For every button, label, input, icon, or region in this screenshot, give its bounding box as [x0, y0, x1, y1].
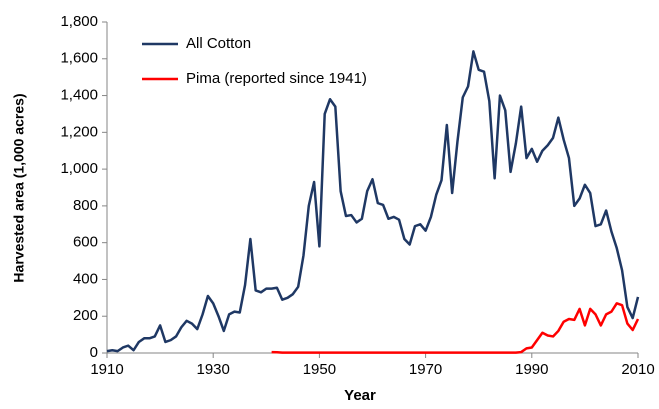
y-tick-label: 800	[73, 197, 98, 214]
y-tick-label: 600	[73, 234, 98, 251]
y-tick-label: 0	[90, 344, 98, 361]
y-tick-label: 1,000	[60, 160, 98, 177]
legend-label: All Cotton	[186, 35, 251, 52]
x-tick-label: 1950	[303, 361, 336, 378]
x-tick-label: 1990	[515, 361, 548, 378]
x-tick-label: 1930	[197, 361, 230, 378]
y-axis-title: Harvested area (1,000 acres)	[11, 93, 27, 282]
series-line	[271, 302, 640, 354]
legend-label: Pima (reported since 1941)	[186, 70, 367, 87]
y-tick-label: 1,400	[60, 87, 98, 104]
x-tick-label: 2010	[621, 361, 654, 378]
y-tick-label: 200	[73, 307, 98, 324]
x-tick-label: 1970	[409, 361, 442, 378]
series-line	[106, 50, 640, 353]
y-tick-label: 1,200	[60, 123, 98, 140]
y-tick-label: 1,600	[60, 50, 98, 67]
x-tick-label: 1910	[90, 361, 123, 378]
y-tick-label: 1,800	[60, 13, 98, 30]
x-axis-title: Year	[344, 387, 376, 404]
y-tick-label: 400	[73, 270, 98, 287]
